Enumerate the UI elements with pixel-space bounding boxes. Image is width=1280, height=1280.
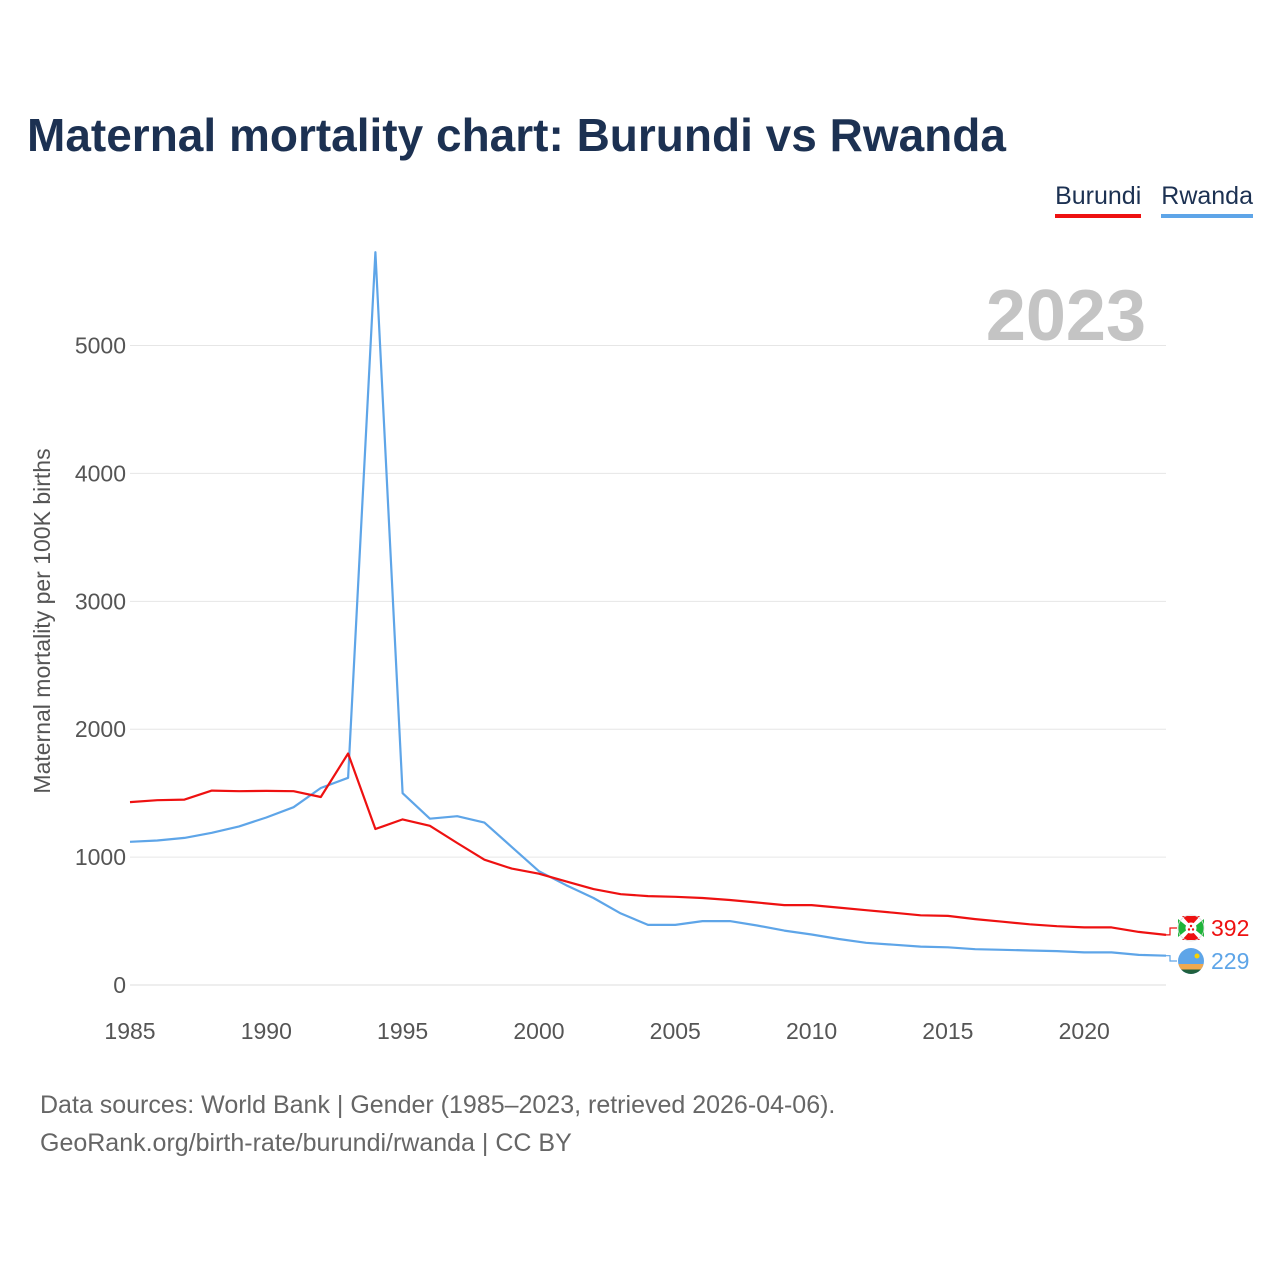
credit-text: GeoRank.org/birth-rate/burundi/rwanda | … bbox=[40, 1129, 572, 1157]
end-leader-rwanda bbox=[1166, 955, 1177, 962]
y-axis-ticks: 0 1000 2000 3000 4000 5000 bbox=[75, 333, 126, 998]
series-line-rwanda bbox=[129, 251, 1167, 957]
x-tick-label: 2000 bbox=[513, 1018, 564, 1044]
x-tick-label: 2005 bbox=[650, 1018, 701, 1044]
y-tick-label: 4000 bbox=[75, 460, 126, 486]
y-tick-label: 0 bbox=[113, 972, 126, 998]
y-tick-label: 5000 bbox=[75, 333, 126, 359]
series-line-burundi bbox=[129, 752, 1167, 936]
y-tick-label: 1000 bbox=[75, 844, 126, 870]
legend-item-burundi[interactable]: Burundi bbox=[1055, 182, 1142, 218]
data-source-text: Data sources: World Bank | Gender (1985–… bbox=[40, 1091, 836, 1119]
end-value-burundi: 392 bbox=[1211, 915, 1249, 941]
x-axis-ticks: 1985 1990 1995 2000 2005 2010 2015 2020 bbox=[104, 1018, 1109, 1044]
x-tick-label: 1990 bbox=[241, 1018, 292, 1044]
y-tick-label: 3000 bbox=[75, 588, 126, 614]
line-chart: 2023 Maternal mortality per 100K births … bbox=[29, 251, 1249, 1044]
end-leader-burundi bbox=[1166, 927, 1177, 936]
x-tick-label: 2010 bbox=[786, 1018, 837, 1044]
x-tick-label: 1995 bbox=[377, 1018, 428, 1044]
end-value-rwanda: 229 bbox=[1211, 948, 1249, 974]
series-lines bbox=[129, 251, 1167, 957]
y-axis-label: Maternal mortality per 100K births bbox=[29, 448, 55, 793]
chart-title: Maternal mortality chart: Burundi vs Rwa… bbox=[27, 109, 1006, 161]
legend: Burundi Rwanda bbox=[1055, 182, 1253, 218]
footer: Data sources: World Bank | Gender (1985–… bbox=[40, 1086, 835, 1162]
x-tick-label: 2015 bbox=[922, 1018, 973, 1044]
y-tick-label: 2000 bbox=[75, 716, 126, 742]
year-watermark: 2023 bbox=[986, 276, 1146, 356]
burundi-flag-icon bbox=[1177, 914, 1205, 942]
rwanda-flag-icon bbox=[1178, 948, 1204, 974]
x-tick-label: 1985 bbox=[104, 1018, 155, 1044]
x-tick-label: 2020 bbox=[1059, 1018, 1110, 1044]
gridlines bbox=[130, 345, 1166, 986]
legend-item-rwanda[interactable]: Rwanda bbox=[1161, 182, 1253, 218]
